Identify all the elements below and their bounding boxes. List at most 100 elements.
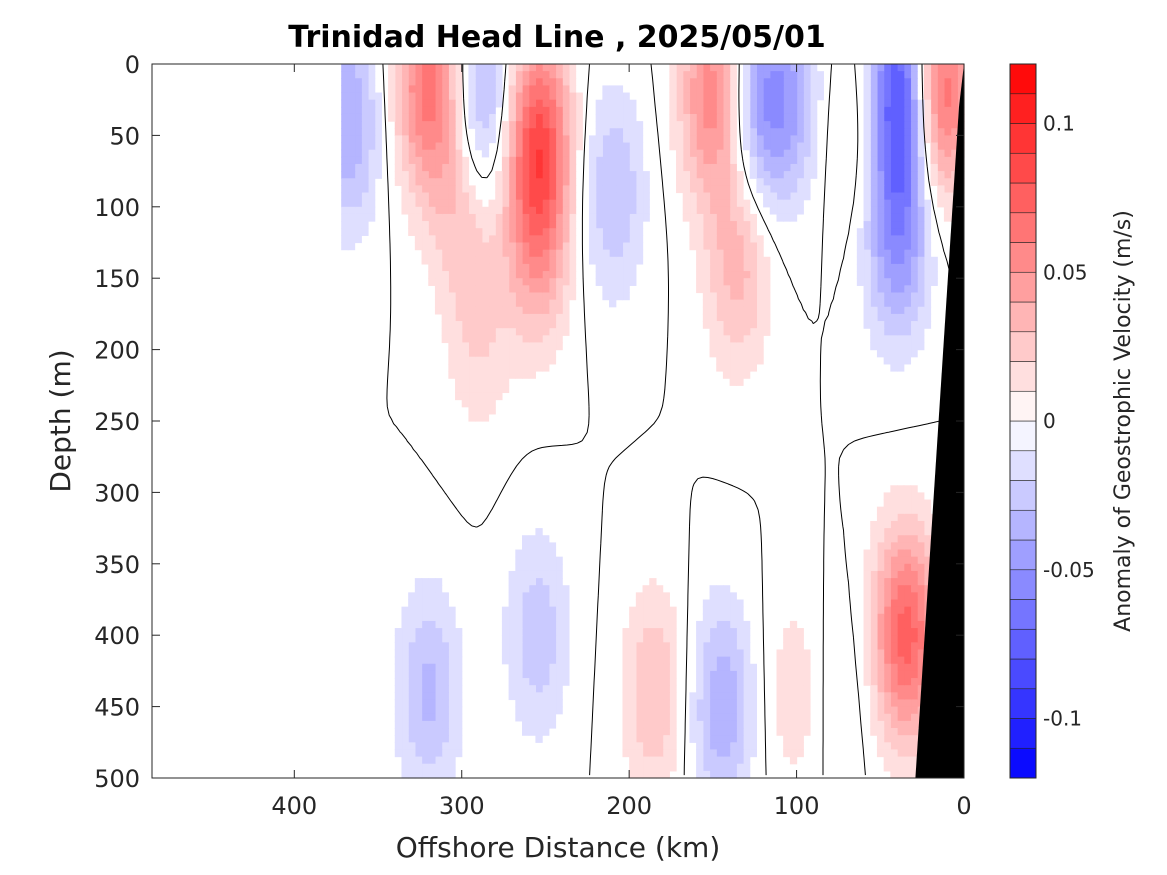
heat-cell	[448, 142, 456, 151]
heat-cell	[508, 371, 516, 379]
heat-cell	[917, 163, 925, 172]
heat-cell	[508, 85, 516, 94]
heat-cell	[528, 542, 536, 551]
heat-cell	[562, 242, 570, 251]
heat-cell	[890, 328, 898, 336]
heat-cell	[414, 713, 423, 722]
heat-cell	[495, 313, 503, 322]
heat-cell	[689, 228, 697, 236]
heat-cell	[863, 171, 871, 179]
heat-cell	[609, 156, 617, 165]
heat-cell	[655, 692, 664, 701]
heat-cell	[937, 149, 945, 158]
heat-cell	[923, 292, 932, 301]
heat-cell	[883, 121, 891, 129]
heat-cell	[515, 92, 523, 101]
heat-cell	[428, 178, 436, 186]
heat-cell	[448, 321, 456, 329]
heat-cell	[535, 585, 543, 593]
heat-cell	[709, 656, 717, 665]
heat-cell	[414, 178, 423, 186]
heat-cell	[655, 649, 664, 658]
heat-cell	[863, 106, 871, 115]
heat-cell	[361, 185, 369, 194]
heat-cell	[461, 349, 470, 358]
heat-cell	[930, 106, 938, 115]
heat-cell	[388, 71, 396, 79]
heat-cell	[568, 121, 577, 129]
heat-cell	[341, 163, 349, 172]
heat-cell	[461, 356, 470, 365]
heat-cell	[515, 692, 523, 701]
heat-cell	[548, 635, 557, 643]
heat-cell	[910, 713, 918, 722]
heat-cell	[495, 242, 503, 251]
heat-cell	[421, 599, 429, 608]
heat-cell	[515, 620, 523, 629]
heat-cell	[468, 292, 476, 301]
heat-cell	[689, 178, 697, 186]
heat-cell	[408, 628, 416, 636]
heat-cell	[555, 692, 563, 701]
heat-cell	[475, 342, 483, 351]
heat-cell	[347, 71, 356, 79]
heat-cell	[890, 149, 898, 158]
heat-cell	[568, 92, 577, 101]
heat-cell	[455, 213, 463, 222]
heat-cell	[655, 756, 664, 765]
heat-cell	[508, 335, 516, 344]
heat-cell	[756, 113, 764, 122]
heat-cell	[937, 142, 945, 151]
heat-cell	[508, 263, 516, 272]
heat-cell	[756, 313, 764, 322]
heat-cell	[501, 213, 510, 222]
heat-cell	[655, 763, 664, 772]
heat-cell	[890, 528, 898, 536]
heat-cell	[515, 670, 523, 679]
heat-cell	[763, 121, 771, 129]
heat-cell	[408, 64, 416, 72]
heat-cell	[910, 506, 918, 515]
heat-cell	[522, 306, 530, 315]
heat-cell	[455, 378, 463, 386]
heat-cell	[897, 556, 905, 565]
heat-cell	[515, 242, 523, 251]
colorbar-swatch	[1009, 718, 1037, 749]
heat-cell	[709, 706, 717, 715]
heat-cell	[401, 106, 409, 115]
heat-cell	[555, 670, 563, 679]
heat-cell	[870, 335, 878, 344]
heat-cell	[897, 185, 905, 194]
heat-cell	[676, 185, 684, 194]
heat-cell	[763, 178, 771, 186]
heat-cell	[635, 763, 644, 772]
heat-cell	[883, 156, 891, 165]
heat-cell	[702, 64, 711, 72]
heat-cell	[488, 321, 496, 329]
heat-cell	[716, 256, 724, 265]
heat-cell	[441, 206, 449, 215]
heat-cell	[722, 613, 731, 622]
heat-cell	[455, 221, 463, 229]
heat-cell	[588, 221, 597, 229]
heat-cell	[696, 735, 704, 743]
heat-cell	[722, 371, 731, 379]
heat-cell	[917, 113, 925, 122]
heat-cell	[722, 121, 731, 129]
heat-cell	[682, 178, 691, 186]
heat-cell	[897, 685, 905, 693]
heat-cell	[917, 171, 925, 179]
heat-cell	[602, 92, 610, 101]
heat-cell	[434, 285, 443, 294]
heat-cell	[602, 242, 610, 251]
heat-cell	[736, 328, 744, 336]
heat-cell	[716, 185, 724, 194]
heat-cell	[910, 163, 918, 172]
heat-cell	[863, 642, 871, 651]
heat-cell	[736, 706, 744, 715]
heat-cell	[722, 313, 731, 322]
heat-cell	[347, 242, 356, 251]
heat-cell	[434, 670, 443, 679]
heat-cell	[789, 728, 798, 736]
heat-cell	[548, 121, 557, 129]
